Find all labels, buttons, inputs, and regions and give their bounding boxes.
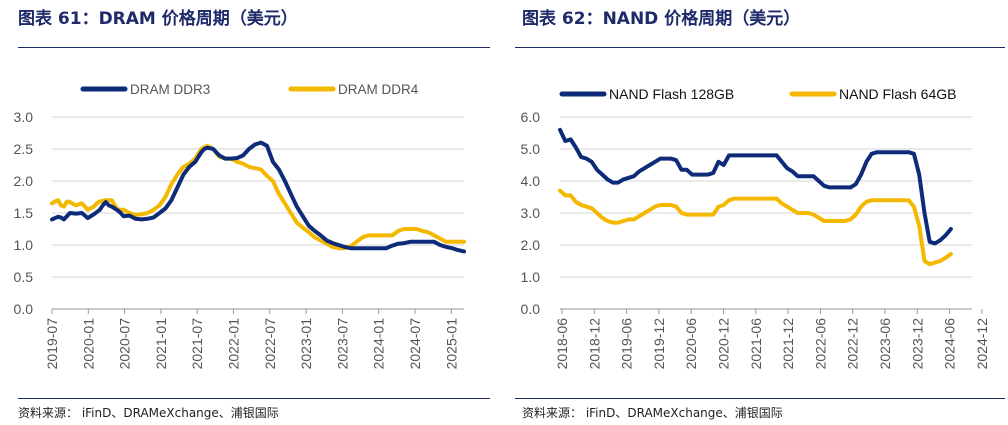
dram-xtick-label: 2023-01 [298, 318, 314, 370]
nand-xtick-label: 2023-12 [909, 318, 925, 370]
dram-xtick-label: 2019-07 [44, 318, 60, 370]
nand-ytick-label: 0.0 [521, 301, 541, 317]
nand-ytick-label: 6.0 [521, 109, 541, 125]
nand-xtick-label: 2018-06 [554, 318, 570, 370]
right-chart-title: 图表 62：NAND 价格周期（美元） [522, 9, 801, 29]
dram-xtick-label: 2024-07 [407, 318, 423, 370]
dram-xtick-label: 2022-01 [226, 318, 242, 370]
dram-xtick-label: 2020-01 [80, 318, 96, 370]
nand-xtick-label: 2024-12 [974, 318, 990, 370]
dram-ytick-label: 1.0 [14, 237, 34, 253]
dram-ytick-label: 2.5 [14, 141, 34, 157]
dram-series-line-primary [50, 140, 466, 254]
dram-xtick-label: 2021-01 [153, 318, 169, 370]
left-title-rule [18, 47, 490, 48]
dram-ytick-label: 3.0 [14, 109, 34, 125]
nand-xtick-label: 2019-12 [651, 318, 667, 370]
nand-ytick-label: 2.0 [521, 237, 541, 253]
right-title-rule [515, 47, 1005, 48]
left-source-note: 资料来源： iFinD、DRAMeXchange、浦银国际 [18, 406, 279, 420]
nand-xtick-label: 2023-06 [877, 318, 893, 370]
nand-xtick-label: 2021-12 [780, 318, 796, 370]
nand-legend-label: NAND Flash 64GB [839, 86, 956, 102]
left-source-rule [18, 398, 490, 399]
nand-xtick-label: 2020-12 [716, 318, 732, 370]
dram-ytick-label: 1.5 [14, 205, 34, 221]
nand-xtick-label: 2022-06 [812, 318, 828, 370]
nand-xtick-label: 2022-12 [845, 318, 861, 370]
dram-ytick-label: 2.0 [14, 173, 34, 189]
nand-xtick-label: 2020-06 [683, 318, 699, 370]
nand-legend-label: NAND Flash 128GB [609, 86, 734, 102]
dram-ytick-label: 0.0 [14, 301, 34, 317]
nand-series-line-primary [558, 127, 953, 246]
dram-xtick-label: 2025-01 [443, 318, 459, 370]
dram-legend-label: DRAM DDR4 [338, 82, 419, 97]
nand-ytick-label: 3.0 [521, 205, 541, 221]
nand-xtick-label: 2024-06 [942, 318, 958, 370]
nand-ytick-label: 5.0 [521, 141, 541, 157]
dram-xtick-label: 2023-07 [334, 318, 350, 370]
right-source-note: 资料来源： iFinD、DRAMeXchange、浦银国际 [522, 406, 783, 420]
nand-ytick-label: 4.0 [521, 173, 541, 189]
dram-legend-label: DRAM DDR3 [130, 82, 210, 97]
left-chart-title: 图表 61：DRAM 价格周期（美元） [18, 9, 298, 29]
dram-series-line-secondary [50, 143, 466, 251]
dram-xtick-label: 2021-07 [189, 318, 205, 370]
nand-xtick-label: 2019-06 [619, 318, 635, 370]
nand-xtick-label: 2018-12 [586, 318, 602, 370]
dram-xtick-label: 2020-07 [117, 318, 133, 370]
nand-xtick-label: 2021-06 [748, 318, 764, 370]
nand-ytick-label: 1.0 [521, 269, 541, 285]
right-source-rule [515, 398, 1005, 399]
dram-xtick-label: 2024-01 [371, 318, 387, 370]
dram-ytick-label: 0.5 [14, 269, 34, 285]
nand-series-line-secondary [558, 188, 953, 267]
dram-xtick-label: 2022-07 [262, 318, 278, 370]
